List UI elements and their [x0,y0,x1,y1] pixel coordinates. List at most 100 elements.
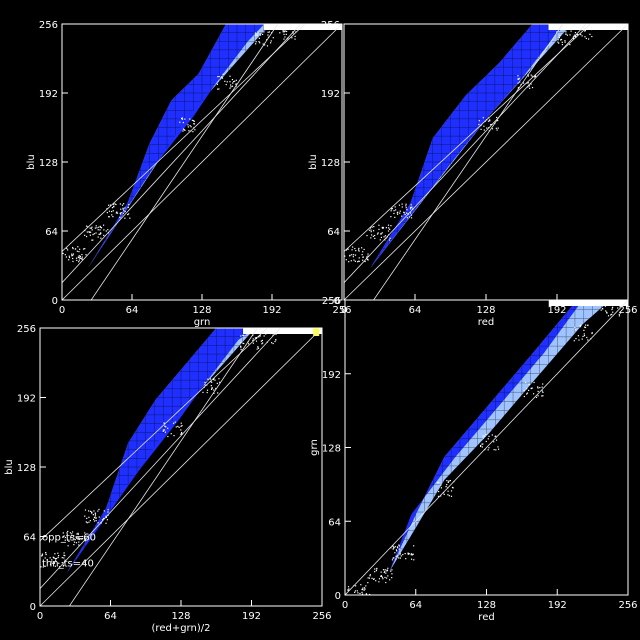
scatter-point [180,433,182,435]
scatter-point [254,337,257,339]
scatter-point [65,256,68,258]
scatter-point [371,577,373,579]
scatter-point [388,227,390,229]
scatter-point [61,557,63,559]
scatter-point [108,204,110,206]
scatter-point [380,571,382,573]
scatter-point [397,211,399,213]
scatter-point [354,590,357,592]
scatter-point [99,225,101,227]
scatter-point [394,552,396,554]
scatter-point [531,75,533,77]
scatter-point [99,233,101,235]
scatter-point [53,557,55,559]
scatter-point [443,493,445,496]
scatter-point [537,386,539,388]
scatter-point [403,211,405,213]
scatter-point [399,210,401,212]
scatter-point [533,76,536,78]
scatter-point [256,34,258,36]
scatter-point [284,30,286,32]
scatter-point [398,557,400,559]
scatter-point [440,487,443,489]
scatter-point [181,117,183,119]
scatter-point [58,562,60,564]
scatter-point [282,29,284,31]
scatter-point [533,381,535,384]
scatter-point [74,539,76,541]
scatter-point [292,26,294,29]
scatter-point [377,232,379,234]
y-tick-label: 192 [321,89,340,100]
scatter-point [103,510,105,512]
scatter-point [181,431,183,434]
x-tick-label: 192 [262,305,281,316]
scatter-point [528,383,530,386]
reference-line [62,24,302,284]
scatter-point [590,28,593,31]
scatter-point [225,83,227,86]
scatter-point [232,82,234,84]
scatter-point [178,426,180,428]
scatter-point [231,85,234,87]
scatter-point [80,257,82,259]
scatter-point [283,31,285,33]
scatter-point [262,342,264,344]
scatter-point [64,536,67,539]
x-tick-label: 256 [332,305,351,316]
scatter-point [258,336,260,338]
scatter-point [235,83,237,85]
scatter-point [274,340,276,343]
scatter-point [557,41,559,43]
scatter-point [44,565,46,567]
scatter-point [368,229,370,231]
scatter-point [97,236,99,238]
scatter-point [481,446,483,448]
scatter-point [495,439,498,441]
scatter-point [67,530,69,533]
scatter-point [286,24,289,26]
scatter-point [497,448,500,450]
saturation-band [263,24,342,30]
scatter-point [528,389,530,391]
scatter-point [167,427,169,429]
scatter-point [400,555,402,557]
scatter-point [180,429,182,431]
scatter-point [381,576,383,578]
scatter-point [76,250,78,252]
scatter-point [368,577,370,579]
scatter-point [357,249,360,251]
scatter-point [375,570,378,572]
scatter-point [574,32,577,34]
scatter-point [284,36,286,38]
scatter-point [234,80,236,82]
scatter-point [569,34,571,36]
scatter-point [362,251,364,253]
scatter-point [258,40,260,43]
y-tick-label: 0 [30,602,36,613]
scatter-point [269,332,271,335]
scatter-point [409,212,412,214]
scatter-point [181,424,183,427]
scatter-point [489,119,491,121]
scatter-point [587,324,589,326]
scatter-point [86,522,88,524]
scatter-point [212,378,215,381]
y-tick-label: 192 [322,370,341,381]
scatter-point [90,227,92,229]
scatter-point [100,227,103,229]
scatter-point [89,234,91,236]
scatter-point [355,585,357,587]
scatter-point [357,261,359,263]
scatter-point [591,35,593,38]
scatter-point [378,581,380,583]
scatter-point [478,120,480,122]
scatter-point [41,553,44,555]
scatter-point [194,129,196,131]
scatter-point [79,248,81,250]
scatter-point [62,536,64,538]
scatter-point [449,479,451,482]
scatter-point [163,429,166,431]
scatter-point [180,425,182,427]
scatter-point [42,566,44,568]
